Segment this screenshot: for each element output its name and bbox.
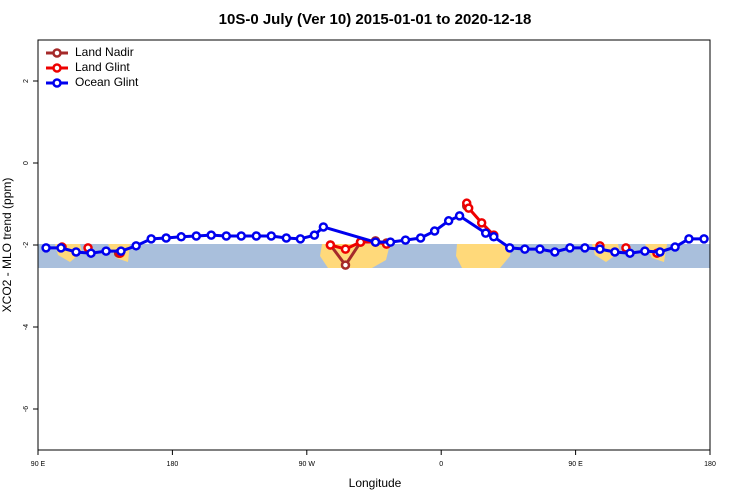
- data-point: [595, 244, 605, 254]
- data-point: [176, 232, 186, 242]
- y-tick-label: 0: [23, 161, 30, 165]
- y-tick-label: -2: [23, 242, 30, 248]
- data-point: [56, 243, 66, 253]
- data-point: [520, 244, 530, 254]
- data-point: [146, 234, 156, 244]
- land: [320, 244, 390, 268]
- data-point: [340, 260, 351, 270]
- data-point: [565, 243, 575, 253]
- data-point: [236, 231, 246, 241]
- data-point: [415, 233, 426, 243]
- data-point: [340, 244, 351, 254]
- data-point: [655, 247, 665, 257]
- legend-marker: [52, 78, 62, 88]
- x-tick-label: 0: [439, 461, 443, 468]
- data-point: [101, 246, 111, 256]
- x-tick-label: 90 W: [299, 461, 316, 468]
- chart-title: 10S-0 July (Ver 10) 2015-01-01 to 2020-1…: [219, 11, 532, 28]
- data-point: [385, 237, 396, 247]
- data-point: [71, 247, 81, 257]
- legend-marker: [52, 48, 62, 58]
- data-point: [281, 233, 292, 243]
- data-point: [489, 232, 499, 242]
- data-point: [463, 203, 474, 213]
- data-point: [580, 243, 590, 253]
- data-point: [443, 216, 454, 226]
- data-point: [370, 237, 381, 247]
- legend-label: Ocean Glint: [75, 75, 139, 89]
- data-point: [400, 235, 411, 245]
- data-point: [640, 246, 650, 256]
- data-point: [429, 226, 440, 236]
- data-point: [318, 222, 329, 232]
- data-point: [206, 230, 216, 240]
- legend-marker: [52, 63, 62, 73]
- data-point: [476, 218, 487, 228]
- y-axis-label: XCO2 - MLO trend (ppm): [0, 178, 14, 313]
- data-point: [251, 231, 262, 241]
- y-tick-label: -4: [23, 324, 30, 330]
- data-point: [550, 247, 560, 257]
- data-point: [625, 248, 635, 258]
- x-axis-label: Longitude: [349, 476, 402, 490]
- data-point: [309, 230, 320, 240]
- data-point: [670, 242, 680, 252]
- data-point: [41, 243, 51, 253]
- data-point: [610, 247, 620, 257]
- data-point: [116, 246, 126, 256]
- data-point: [295, 234, 306, 244]
- x-tick-label: 180: [704, 461, 716, 468]
- data-point: [699, 234, 709, 244]
- data-point: [480, 228, 491, 238]
- data-point: [86, 248, 96, 258]
- data-point: [191, 231, 202, 241]
- y-tick-label: -6: [23, 406, 30, 412]
- data-point: [535, 244, 545, 254]
- data-point: [325, 240, 336, 250]
- legend-label: Land Glint: [75, 60, 130, 74]
- legend-label: Land Nadir: [75, 45, 134, 59]
- x-tick-label: 90 E: [31, 461, 46, 468]
- x-tick-label: 90 E: [568, 461, 583, 468]
- x-tick-label: 180: [167, 461, 179, 468]
- data-point: [504, 243, 515, 253]
- data-point: [266, 231, 277, 241]
- land: [456, 244, 512, 268]
- data-point: [684, 234, 694, 244]
- data-point: [131, 241, 141, 251]
- data-point: [221, 231, 232, 241]
- data-point: [454, 211, 465, 221]
- data-point: [161, 233, 171, 243]
- y-tick-label: 2: [23, 79, 30, 83]
